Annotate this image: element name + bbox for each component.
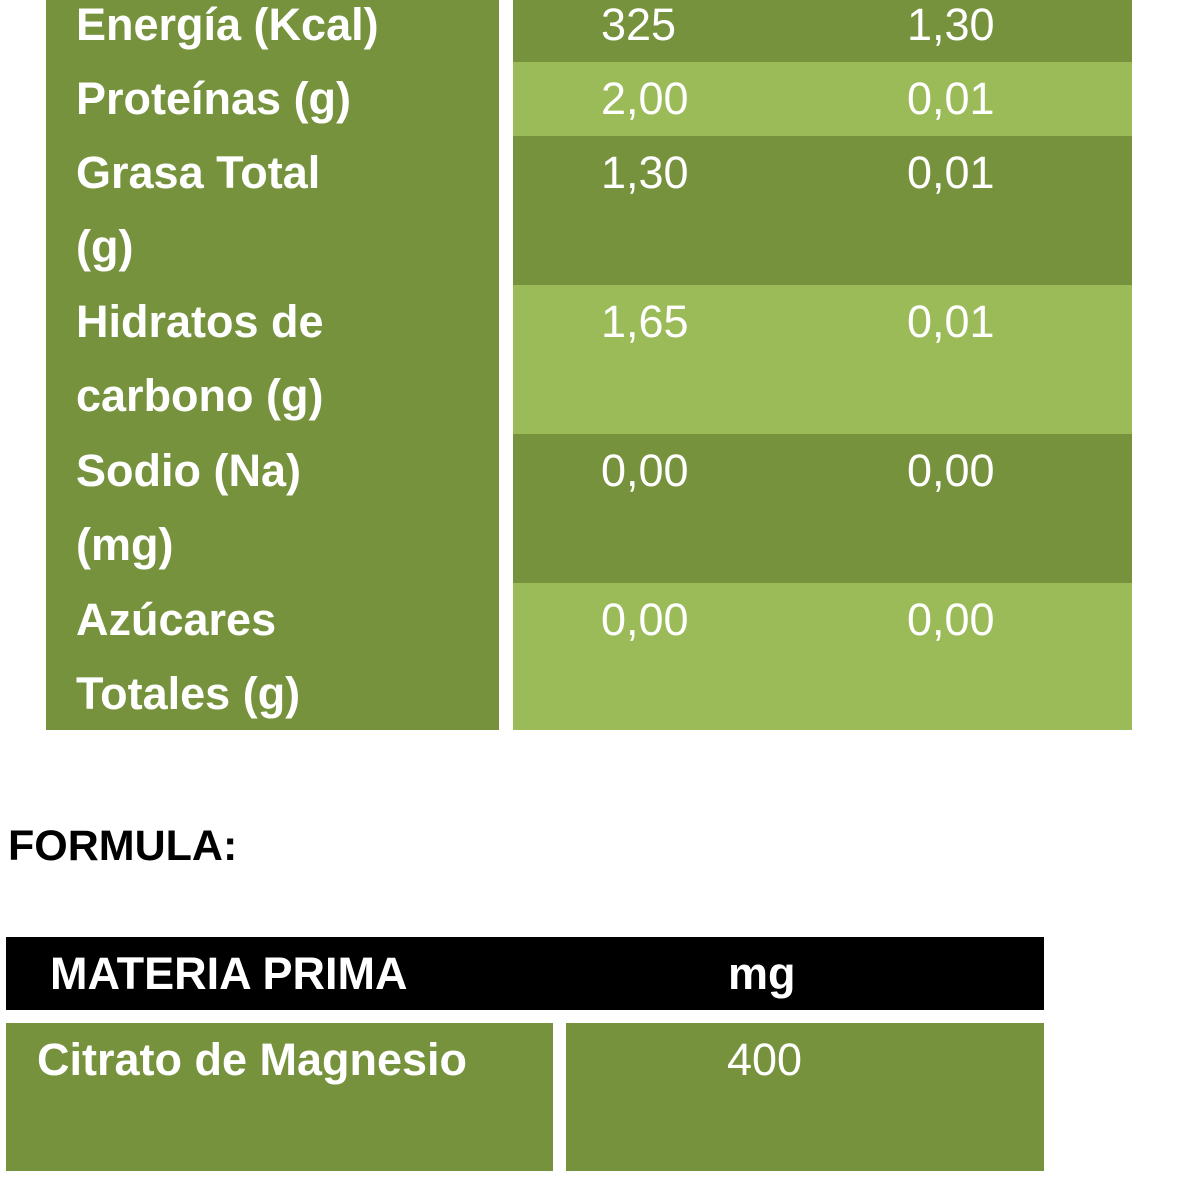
nutrition-row-carbs: 1,65 0,01: [513, 285, 1132, 434]
fat-value-1: 1,30: [601, 147, 689, 198]
nutrition-value-columns: 325 1,30 2,00 0,01 1,30 0,01 1,65 0,01 0…: [513, 0, 1132, 730]
sugars-value-1: 0,00: [601, 594, 689, 645]
nutrition-row-sugars: 0,00 0,00: [513, 583, 1132, 730]
sodium-value-1: 0,00: [601, 445, 689, 496]
carbs-value-1: 1,65: [601, 296, 689, 347]
material-amount: 400: [727, 1034, 803, 1085]
fat-value-2: 0,01: [907, 147, 995, 198]
energy-value-2: 1,30: [907, 0, 995, 50]
nutrition-label-carbs: Hidratos de carbono (g): [76, 296, 324, 421]
protein-value-1: 2,00: [601, 73, 689, 124]
header-mg: mg: [728, 948, 796, 999]
sugars-value-2: 0,00: [907, 594, 995, 645]
formula-table-header: MATERIA PRIMA mg: [6, 937, 1044, 1010]
formula-title: FORMULA:: [8, 822, 238, 870]
nutrition-label-fat: Grasa Total (g): [76, 147, 321, 272]
material-name: Citrato de Magnesio: [37, 1034, 468, 1085]
energy-value-1: 325: [601, 0, 677, 50]
nutrition-label-protein: Proteínas (g): [76, 73, 352, 124]
nutrition-row-protein: 2,00 0,01: [513, 62, 1132, 136]
formula-row-amount-cell: 400: [566, 1023, 1044, 1171]
nutrition-label-energy: Energía (Kcal): [76, 0, 379, 50]
nutrition-row-energy: 325 1,30: [513, 0, 1132, 62]
sodium-value-2: 0,00: [907, 445, 995, 496]
nutrition-row-fat: 1,30 0,01: [513, 136, 1132, 285]
nutrition-label-sugars: Azúcares Totales (g): [76, 594, 301, 719]
nutrition-label-sodium: Sodio (Na) (mg): [76, 445, 301, 570]
formula-row-material-cell: Citrato de Magnesio: [6, 1023, 553, 1171]
header-materia-prima: MATERIA PRIMA: [50, 948, 408, 999]
carbs-value-2: 0,01: [907, 296, 995, 347]
nutrition-label-column: Energía (Kcal) Proteínas (g) Grasa Total…: [46, 0, 499, 730]
nutrition-row-sodium: 0,00 0,00: [513, 434, 1132, 583]
protein-value-2: 0,01: [907, 73, 995, 124]
